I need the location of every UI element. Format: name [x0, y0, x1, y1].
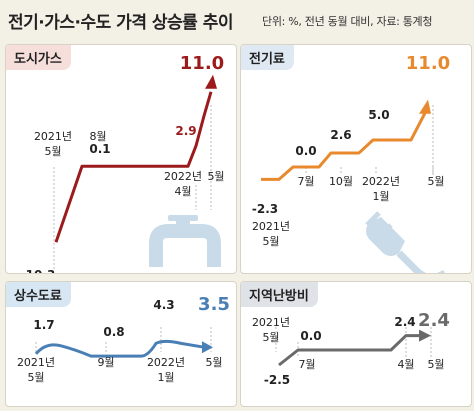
electricity-x-tick: 2022년 [362, 175, 400, 188]
electricity-x-tick: 2021년 [252, 220, 290, 233]
gas-x-tick: 8월 [89, 130, 106, 143]
electricity-value-label: 2.6 [330, 128, 351, 142]
faucet-icon [149, 215, 221, 267]
water-value-label: 4.3 [153, 298, 174, 312]
gas-series-line [54, 91, 213, 243]
heating-value-label: 0.0 [300, 329, 321, 343]
gas-value-label: 0.1 [89, 142, 110, 156]
page-title: 전기·가스·수도 가격 상승률 추이 [8, 13, 234, 33]
electricity-series-line [261, 112, 427, 181]
heating-series-line [278, 334, 421, 367]
water-x-tick: 9월 [97, 356, 114, 369]
electricity-x-tick: 1월 [372, 190, 389, 203]
gas-value-label: 2.9 [175, 124, 196, 138]
water-value-label: 3.5 [198, 294, 230, 315]
electricity-value-label: 0.0 [295, 144, 316, 158]
gas-panel-title: 도시가스 [6, 45, 71, 70]
gas-value-label: -10.3 [21, 268, 56, 273]
water-panel-title: 상수도료 [6, 282, 71, 307]
electricity-x-tick: 10월 [329, 175, 353, 188]
electricity-value-label: 11.0 [406, 53, 450, 74]
gas-value-label: 11.0 [180, 53, 224, 74]
water-x-tick: 5월 [205, 356, 222, 369]
gas-x-tick: 2021년 [34, 130, 72, 143]
water-value-label: 0.8 [103, 325, 124, 339]
gas-chart-panel: 도시가스 -10.3 0.1 2.9 11.0 2021년 5월 8월 2022년 4월 5월 [5, 44, 237, 274]
electricity-value-label: 5.0 [368, 108, 389, 122]
electricity-value-label: -2.3 [252, 202, 278, 216]
heating-x-tick: 2021년 [252, 316, 290, 329]
electricity-chart: -2.3 0.0 2.6 5.0 11.0 7월 10월 2022년 1월 5월 2021년 5월 [252, 53, 450, 273]
heating-arrowhead [419, 329, 431, 342]
water-chart-panel: 상수도료 1.7 0.8 4.3 3.5 2021년 5월 9월 2022년 1월 5월 [5, 281, 237, 407]
gas-arrowhead [205, 74, 217, 89]
heating-value-label: 2.4 [418, 310, 450, 331]
water-x-tick: 2022년 [147, 356, 185, 369]
source-note: 단위: %, 전년 동월 대비, 자료: 통계청 [262, 15, 433, 28]
gas-x-tick: 4월 [174, 185, 191, 198]
heating-chart: -2.5 0.0 2.4 2.4 2021년 5월 7월 4월 5월 [252, 310, 450, 387]
water-x-tick: 1월 [157, 371, 174, 384]
header: 전기·가스·수도 가격 상승률 추이 단위: %, 전년 동월 대비, 자료: … [0, 0, 474, 40]
electricity-arrowhead [419, 99, 431, 114]
electricity-x-tick: 5월 [427, 175, 444, 188]
gas-x-tick: 2022년 [164, 170, 202, 183]
gas-x-tick: 5월 [44, 145, 61, 158]
gas-x-tick: 5월 [207, 170, 224, 183]
heating-panel-title: 지역난방비 [241, 282, 318, 307]
heating-x-tick: 5월 [262, 331, 279, 344]
heating-value-label: 2.4 [394, 315, 415, 329]
heating-chart-panel: 지역난방비 -2.5 0.0 2.4 2.4 2021년 5월 7월 4월 5월 [240, 281, 472, 407]
water-value-label: 1.7 [33, 318, 54, 332]
heating-value-label: -2.5 [264, 373, 290, 387]
heating-x-tick: 5월 [427, 358, 444, 371]
electricity-x-tick: 5월 [262, 235, 279, 248]
water-x-tick: 5월 [27, 371, 44, 384]
gas-chart: -10.3 0.1 2.9 11.0 2021년 5월 8월 2022년 4월 5월 [21, 53, 225, 273]
electricity-panel-title: 전기료 [241, 45, 294, 70]
water-series-line [34, 339, 205, 358]
heating-x-tick: 7월 [298, 358, 315, 371]
electricity-x-tick: 7월 [297, 175, 314, 188]
water-arrowhead [202, 341, 213, 354]
plug-icon [365, 211, 445, 273]
electricity-chart-panel: 전기료 -2.3 0.0 2.6 5.0 11.0 7월 10월 2022년 1월 5월 2021년… [240, 44, 472, 274]
heating-x-tick: 4월 [397, 358, 414, 371]
water-chart: 1.7 0.8 4.3 3.5 2021년 5월 9월 2022년 1월 5월 [17, 294, 230, 384]
water-x-tick: 2021년 [17, 356, 55, 369]
